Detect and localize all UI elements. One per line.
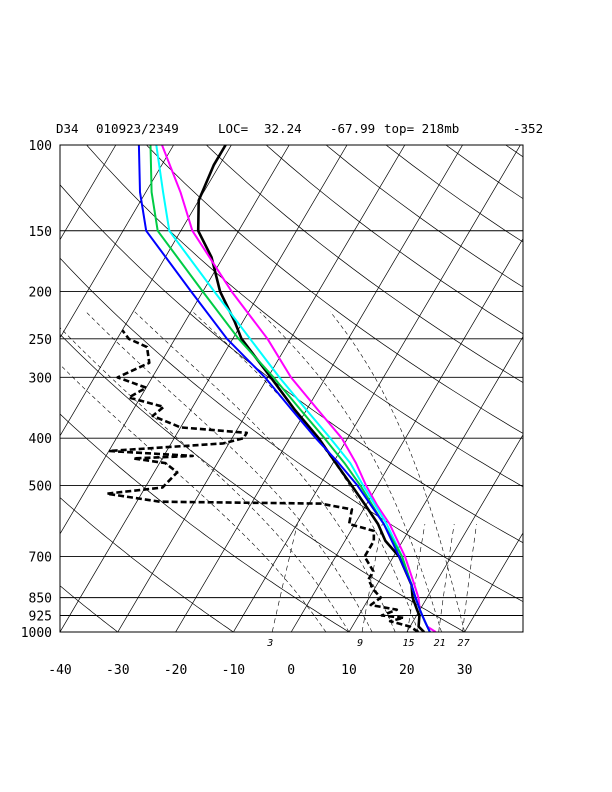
isotherm-line bbox=[175, 145, 463, 632]
pressure-tick-label: 150 bbox=[29, 225, 52, 240]
temperature-tick-label: 20 bbox=[399, 663, 415, 678]
isotherm-line bbox=[580, 145, 612, 632]
mixing-ratio-line bbox=[271, 523, 298, 632]
dry-adiabat-line bbox=[505, 145, 523, 158]
isotherm-line bbox=[60, 145, 174, 339]
profile-trace-6 bbox=[137, 145, 431, 632]
mixing-ratio-line bbox=[462, 523, 477, 632]
pressure-tick-label: 400 bbox=[29, 432, 52, 447]
moist-adiabat-line bbox=[259, 311, 442, 632]
profile-trace-3 bbox=[161, 145, 437, 632]
pressure-tick-label: 250 bbox=[29, 333, 52, 348]
moist-adiabat-line bbox=[134, 311, 396, 632]
dry-adiabat-line bbox=[60, 413, 350, 632]
dry-adiabat-line bbox=[206, 145, 523, 383]
pressure-tick-label: 500 bbox=[29, 479, 52, 494]
temperature-tick-label: 0 bbox=[287, 663, 295, 678]
isotherm-line bbox=[117, 145, 406, 632]
dry-adiabat-line bbox=[0, 145, 14, 642]
temperature-tick-label: -10 bbox=[222, 663, 245, 678]
dry-adiabat-line bbox=[60, 257, 523, 602]
profile-trace-5 bbox=[149, 145, 431, 632]
isotherm-line bbox=[290, 237, 523, 632]
plot-frame bbox=[59, 144, 524, 633]
header-lon: -67.99 bbox=[330, 121, 375, 136]
temperature-tick-label: 30 bbox=[457, 663, 473, 678]
mixing-ratio-label: 27 bbox=[458, 638, 470, 649]
pressure-tick-label: 300 bbox=[29, 371, 52, 386]
pressure-tick-label: 1000 bbox=[21, 626, 52, 641]
mixing-ratio-label: 21 bbox=[434, 638, 446, 649]
pressure-tick-label: 200 bbox=[29, 286, 52, 301]
moist-adiabat-line bbox=[85, 311, 373, 632]
mixing-ratio-line bbox=[438, 523, 455, 632]
isotherm-line bbox=[233, 145, 521, 632]
isotherm-line bbox=[406, 434, 523, 632]
isotherm-line bbox=[60, 145, 117, 241]
dry-adiabat-line bbox=[146, 145, 523, 434]
profile-trace-2 bbox=[105, 329, 420, 632]
temperature-tick-label: -40 bbox=[48, 663, 71, 678]
profile-trace-1 bbox=[196, 145, 426, 632]
dry-adiabat-line bbox=[60, 333, 466, 632]
isotherm-line bbox=[60, 145, 232, 437]
temperature-tick-label: -30 bbox=[106, 663, 129, 678]
moist-adiabat-line bbox=[60, 327, 350, 632]
dry-adiabat-line bbox=[60, 585, 119, 632]
moist-adiabat-line bbox=[60, 364, 327, 632]
dry-adiabat-line bbox=[566, 145, 612, 642]
header-lat: 32.24 bbox=[264, 121, 302, 136]
dry-adiabat-line bbox=[385, 145, 523, 243]
header-station: D34 bbox=[56, 121, 79, 136]
mixing-ratio-label: 9 bbox=[357, 638, 363, 649]
dry-adiabat-line bbox=[265, 145, 523, 335]
pressure-tick-label: 925 bbox=[29, 610, 52, 625]
moist-adiabat-line bbox=[192, 311, 419, 632]
header-top: top= 218mb bbox=[384, 121, 459, 136]
mixing-ratio-label: 15 bbox=[403, 638, 415, 649]
isotherm-line bbox=[60, 145, 348, 632]
moist-adiabat-line bbox=[330, 311, 465, 632]
dry-adiabat-line bbox=[325, 145, 523, 288]
temperature-tick-label: -20 bbox=[164, 663, 187, 678]
isotherm-line bbox=[348, 336, 523, 632]
pressure-tick-label: 100 bbox=[29, 139, 52, 154]
dry-adiabat-line bbox=[86, 145, 523, 488]
mixing-ratio-label: 3 bbox=[266, 638, 273, 649]
isotherm-line bbox=[522, 630, 523, 632]
pressure-tick-label: 700 bbox=[29, 551, 52, 566]
header-loc-label: LOC= bbox=[218, 121, 248, 136]
isotherm-line bbox=[464, 532, 523, 632]
pressure-tick-label: 850 bbox=[29, 592, 52, 607]
temperature-tick-label: 10 bbox=[341, 663, 357, 678]
header-extra: -352 bbox=[513, 121, 543, 136]
dry-adiabat-line bbox=[60, 184, 523, 544]
dry-adiabat-line bbox=[60, 497, 235, 632]
header-datetime: 010923/2349 bbox=[96, 121, 179, 136]
